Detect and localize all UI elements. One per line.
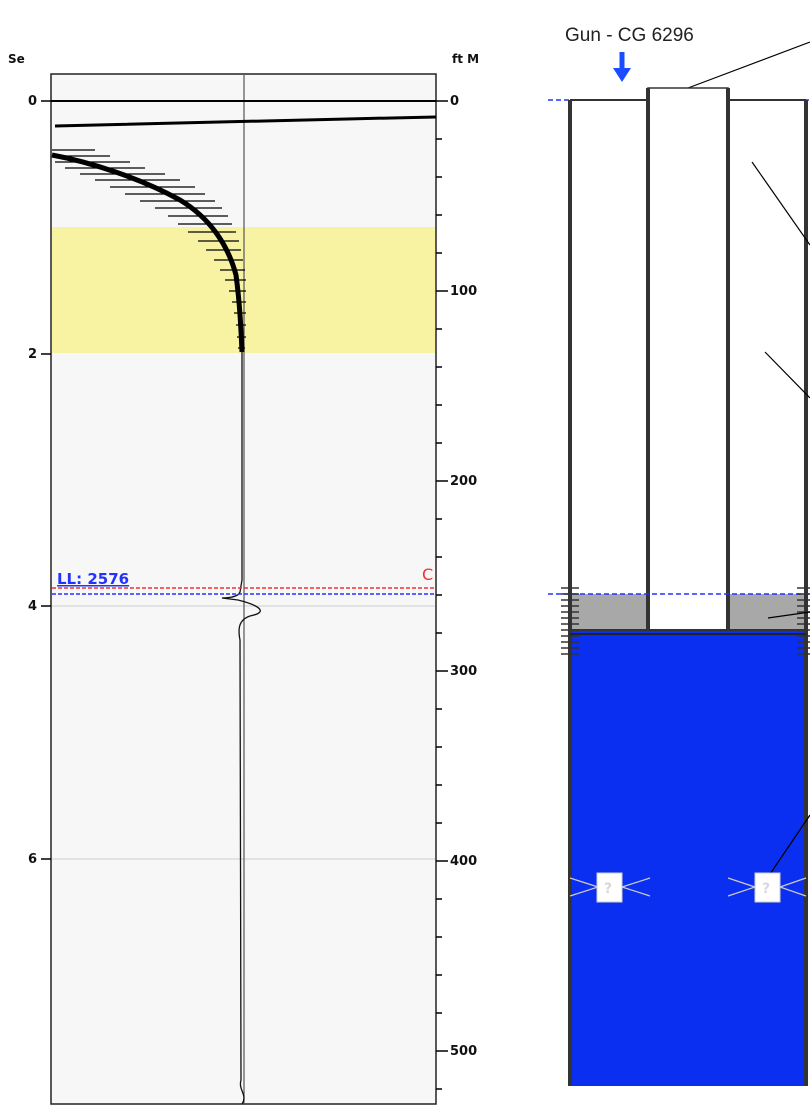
probe-right: ? [727,872,807,903]
right-screen-hatching [797,587,810,655]
gun-label: Gun - CG 6296 [565,25,694,46]
left-axis [41,100,51,860]
fluid-column [571,630,805,1086]
right-tick-label: 300 [450,664,477,679]
ll-label: LL: 2576 [57,570,129,588]
right-tick-label: 200 [450,474,477,489]
well-schematic: Gun - CG 6296 [548,25,810,1086]
right-axis-ticks [436,100,448,1090]
right-tick-label: 500 [450,1044,477,1059]
right-tick-label: 100 [450,284,477,299]
right-tick-label: 400 [450,854,477,869]
marker-label: C [422,565,433,584]
probe-left: ? [569,872,651,903]
right-tick-label: 0 [450,94,459,109]
residual-trace [221,352,261,1105]
left-tick-label: 4 [28,599,37,614]
left-axis-label: Se [8,52,25,66]
leader-line [765,814,810,881]
leader-line [751,161,810,246]
leader-line [687,41,810,89]
left-screen-hatching [561,587,579,655]
waveform-hatching [52,149,246,349]
probe-left-label: ? [604,881,612,897]
left-tick-label: 0 [28,94,37,109]
first-break-trace [54,115,437,128]
leader-line [764,351,810,399]
left-tick-label: 6 [28,852,37,867]
inner-pipe [647,87,729,631]
gun-arrow-icon [613,52,631,82]
right-axis-label: ft M [452,52,479,66]
leader-line [767,611,810,619]
waveform-envelope [51,152,245,353]
left-tick-label: 2 [28,347,37,362]
probe-right-label: ? [762,881,770,897]
log-panel: LL: 2576 C Se ft M 0 2 4 6 [8,52,479,1105]
